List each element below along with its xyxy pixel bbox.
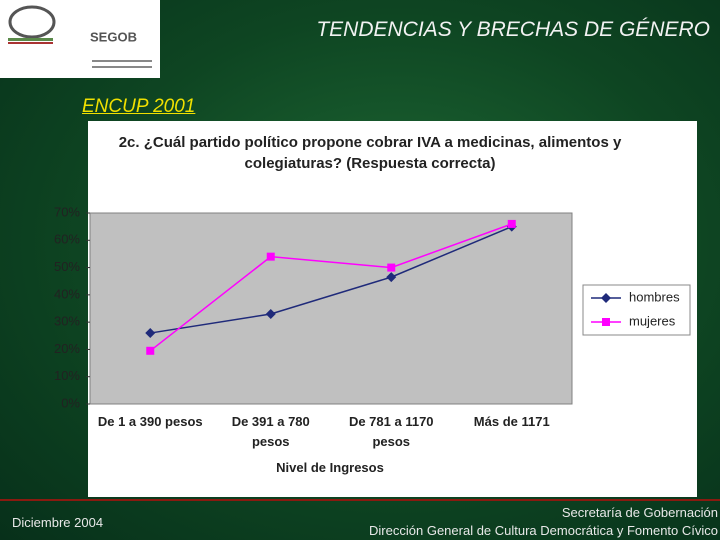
legend-label: hombres: [629, 289, 680, 304]
flag-band: [8, 42, 53, 44]
point: [387, 263, 396, 272]
x-tick-label: Más de 1171: [473, 414, 550, 429]
point: [145, 328, 156, 339]
y-tick-label: 30%: [54, 314, 80, 329]
slide-title: TENDENCIAS Y BRECHAS DE GÉNERO: [316, 18, 710, 41]
legend-box: [582, 284, 691, 336]
chart-title: 2c. ¿Cuál partido político propone cobra…: [118, 134, 622, 172]
org-line: Secretaría de Gobernación: [561, 505, 718, 520]
x-tick-label: De 781 a 1170 pesos: [348, 414, 434, 449]
point: [265, 308, 276, 319]
emblem: [8, 5, 56, 39]
footer-rule: [0, 499, 720, 501]
point: [507, 219, 516, 228]
series-line: [149, 223, 513, 352]
footer-org: Secretaría de Gobernación Dirección Gener…: [369, 504, 718, 540]
point: [602, 318, 610, 326]
series-line: [150, 225, 513, 334]
x-tick-label: De 1 a 390 pesos: [97, 414, 203, 429]
flag-band: [8, 38, 53, 41]
x-axis-label: Nivel de Ingresos: [276, 460, 384, 475]
y-tick-label: 50%: [54, 259, 80, 274]
plot-area: [89, 212, 573, 405]
logo-text: SEGOB: [90, 29, 137, 44]
y-tick-label: 40%: [54, 286, 80, 301]
x-tick-label: De 391 a 780 pesos: [231, 414, 310, 449]
footer-date: Diciembre 2004: [12, 515, 104, 530]
logo: SEGOB: [8, 5, 152, 68]
point: [266, 252, 275, 261]
point: [146, 346, 155, 355]
logo-rule: [92, 66, 152, 68]
logo-box: SEGOB: [0, 0, 160, 78]
point: [386, 272, 397, 283]
legend-label: mujeres: [629, 313, 676, 328]
y-tick-label: 10%: [54, 368, 80, 383]
y-tick-label: 70%: [54, 204, 80, 219]
slide-subtitle: ENCUP 2001: [82, 96, 196, 117]
y-tick-label: 60%: [54, 232, 80, 247]
y-tick-label: 0%: [61, 395, 80, 410]
y-tick-label: 20%: [54, 341, 80, 356]
org-line: Dirección General de Cultura Democrática…: [369, 523, 718, 538]
logo-rule: [92, 60, 152, 62]
point: [601, 293, 611, 303]
